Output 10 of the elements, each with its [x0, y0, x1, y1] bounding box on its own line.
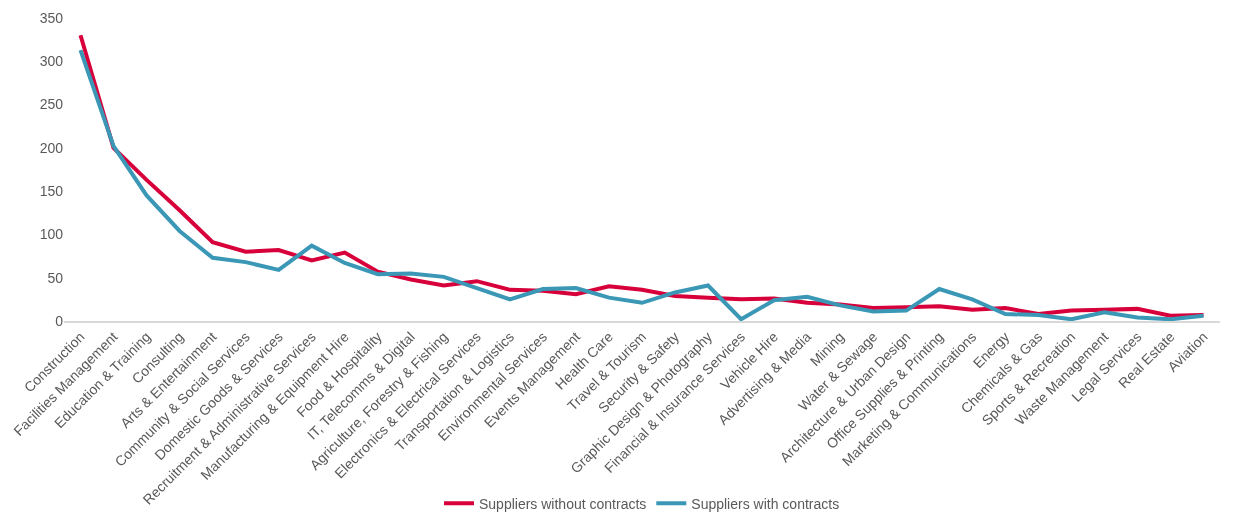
y-tick-label: 0: [55, 312, 64, 329]
legend-label: Suppliers without contracts: [479, 495, 647, 512]
y-tick-label: 300: [39, 53, 64, 70]
y-tick-label: 100: [39, 226, 64, 243]
y-tick-label: 200: [39, 139, 64, 156]
y-tick-label: 50: [47, 269, 64, 286]
y-tick-label: 250: [39, 96, 64, 113]
y-tick-label: 350: [39, 9, 64, 26]
y-tick-label: 150: [39, 183, 64, 200]
legend-label: Suppliers with contracts: [691, 495, 840, 512]
